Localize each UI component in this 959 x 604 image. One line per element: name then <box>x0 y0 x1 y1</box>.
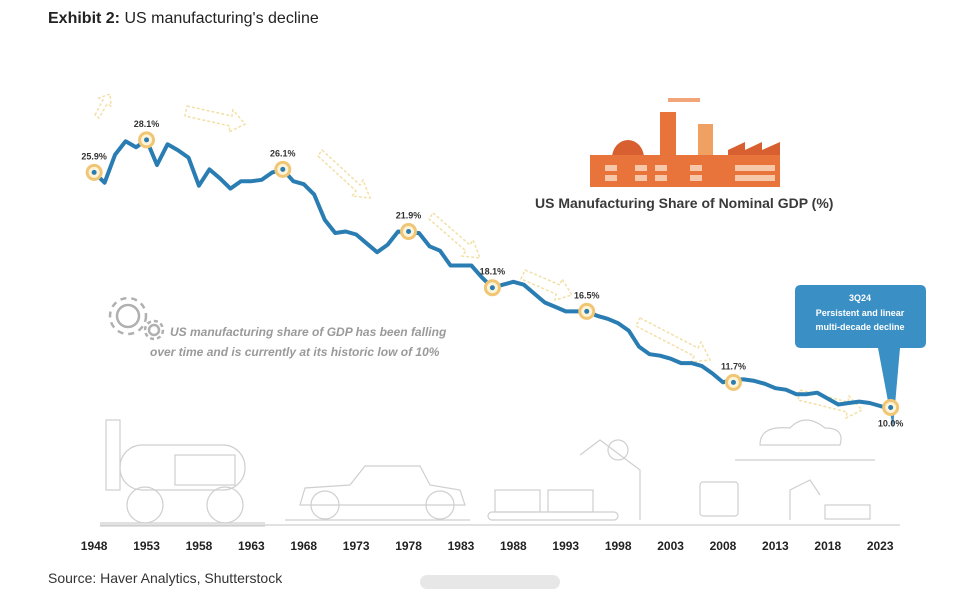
x-tick-label-2: 1958 <box>186 539 213 553</box>
exhibit-prefix: Exhibit 2: <box>48 10 121 27</box>
callout-line-3: multi-decade decline <box>815 322 904 332</box>
x-axis-ticks: 1948 1953 1958 1963 1968 1973 1978 1983 1988 1993… <box>81 539 894 553</box>
x-tick-label-9: 1993 <box>552 539 579 553</box>
data-marker-dot-1 <box>144 137 150 143</box>
x-tick-label-10: 1998 <box>605 539 632 553</box>
source-note: Source: Haver Analytics, Shutterstock <box>48 570 283 586</box>
data-marker-dot-2 <box>280 166 286 172</box>
gear-icon <box>108 296 165 341</box>
background-sketches <box>100 419 900 527</box>
x-tick-label-3: 1963 <box>238 539 265 553</box>
callout-box: 3Q24 Persistent and linear multi-decade … <box>795 285 926 428</box>
data-label-3: 21.9% <box>396 211 422 221</box>
redacted-watermark <box>420 575 560 589</box>
data-marker-dot-6 <box>730 379 736 385</box>
x-tick-label-15: 2023 <box>867 539 894 553</box>
note-line-1: US manufacturing share of GDP has been f… <box>170 325 447 339</box>
data-label-5: 16.5% <box>574 290 600 300</box>
x-tick-label-1: 1953 <box>133 539 160 553</box>
data-marker-dot-0 <box>91 169 97 175</box>
x-tick-label-5: 1973 <box>343 539 370 553</box>
data-label-6: 11.7% <box>721 361 746 371</box>
data-label-1: 28.1% <box>134 119 160 129</box>
x-tick-label-13: 2013 <box>762 539 789 553</box>
x-tick-label-0: 1948 <box>81 539 108 553</box>
callout-line-2: Persistent and linear <box>816 308 905 318</box>
data-label-4: 18.1% <box>480 267 506 277</box>
x-tick-label-7: 1983 <box>448 539 475 553</box>
x-tick-label-4: 1968 <box>290 539 317 553</box>
factory-icon <box>590 98 780 187</box>
exhibit-heading: Exhibit 2: US manufacturing's decline <box>48 10 319 28</box>
callout-line-1: 3Q24 <box>849 293 871 303</box>
x-tick-label-6: 1978 <box>395 539 422 553</box>
conveyor-sketch <box>487 439 641 521</box>
exhibit-title: US manufacturing's decline <box>124 10 319 27</box>
x-tick-label-12: 2008 <box>710 539 737 553</box>
marker-layer: 25.9% 28.1% 26.1% 21.9% 18.1% 16.5% 11.7% 10.0% <box>81 119 903 429</box>
data-marker-dot-3 <box>406 229 412 235</box>
data-label-0: 25.9% <box>81 151 107 161</box>
trend-arrows <box>94 92 864 420</box>
data-label-7: 10.0% <box>878 418 904 428</box>
data-marker-dot-4 <box>489 285 495 291</box>
x-tick-label-11: 2003 <box>657 539 684 553</box>
data-marker-dot-5 <box>584 308 590 314</box>
data-marker-dot-7 <box>888 404 894 410</box>
x-tick-label-14: 2018 <box>814 539 841 553</box>
x-tick-label-8: 1988 <box>500 539 527 553</box>
data-label-2: 26.1% <box>270 148 296 158</box>
locomotive-sketch <box>100 419 265 527</box>
note-line-2: over time and is currently at its histor… <box>150 345 440 359</box>
car-sketch <box>285 465 470 521</box>
tech-sketch <box>699 419 875 520</box>
chart-title: US Manufacturing Share of Nominal GDP (%… <box>535 195 833 211</box>
